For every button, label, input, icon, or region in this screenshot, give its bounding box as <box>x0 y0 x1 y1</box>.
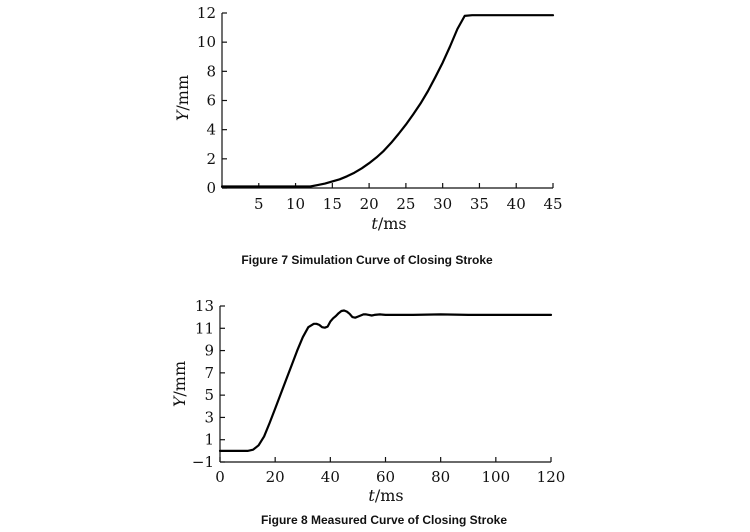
x-tick-label: 0 <box>215 468 225 486</box>
chart-axes <box>221 13 553 189</box>
x-tick-label: 45 <box>543 195 562 213</box>
y-axis-label: Y/mm <box>173 75 192 121</box>
y-tick-label: 6 <box>206 92 216 110</box>
figure-7-caption: Figure 7 Simulation Curve of Closing Str… <box>241 253 493 267</box>
y-tick-label: 4 <box>206 121 216 139</box>
x-tick-label: 35 <box>470 195 489 213</box>
y-tick-label: 8 <box>206 62 216 80</box>
y-tick-label: 10 <box>197 33 216 51</box>
y-tick-label: 9 <box>204 342 214 360</box>
x-axis-label: t/ms <box>371 214 406 233</box>
series-line-simulation <box>220 14 555 188</box>
chart-simulation: 0 2 4 6 8 10 12 5 10 15 20 25 30 35 40 45 Y/mm t/ms Fi… <box>173 4 563 267</box>
x-tick-label: 40 <box>321 468 340 486</box>
x-tick-label: 20 <box>266 468 285 486</box>
x-tick-label: 40 <box>507 195 526 213</box>
series-line-measured <box>218 309 553 452</box>
x-tick-label: 15 <box>323 195 342 213</box>
y-tick-label: −1 <box>192 453 214 471</box>
x-axis-label: t/ms <box>368 486 403 505</box>
x-tick-label: 10 <box>286 195 305 213</box>
x-tick-label: 120 <box>537 468 566 486</box>
x-ticks: 5 10 15 20 25 30 35 40 45 <box>254 183 563 213</box>
y-tick-label: 7 <box>204 364 214 382</box>
x-tick-label: 80 <box>431 468 450 486</box>
y-tick-label: 12 <box>197 4 216 22</box>
y-tick-label: 0 <box>206 179 216 197</box>
y-axis-label: Y/mm <box>170 361 189 407</box>
y-tick-label: 3 <box>204 408 214 426</box>
x-tick-label: 100 <box>482 468 511 486</box>
y-tick-label: 1 <box>204 431 214 449</box>
x-tick-label: 60 <box>376 468 395 486</box>
x-tick-label: 5 <box>254 195 264 213</box>
chart-axes <box>219 306 551 463</box>
x-tick-label: 30 <box>433 195 452 213</box>
y-tick-label: 13 <box>195 297 214 315</box>
y-tick-label: 2 <box>206 150 216 168</box>
y-tick-label: 5 <box>204 386 214 404</box>
x-ticks: 0 20 40 60 80 100 120 <box>215 457 565 486</box>
x-tick-label: 25 <box>396 195 415 213</box>
y-tick-label: 11 <box>195 319 214 337</box>
y-ticks: 0 2 4 6 8 10 12 <box>197 4 227 197</box>
x-tick-label: 20 <box>360 195 379 213</box>
figure-8-caption: Figure 8 Measured Curve of Closing Strok… <box>261 513 507 527</box>
